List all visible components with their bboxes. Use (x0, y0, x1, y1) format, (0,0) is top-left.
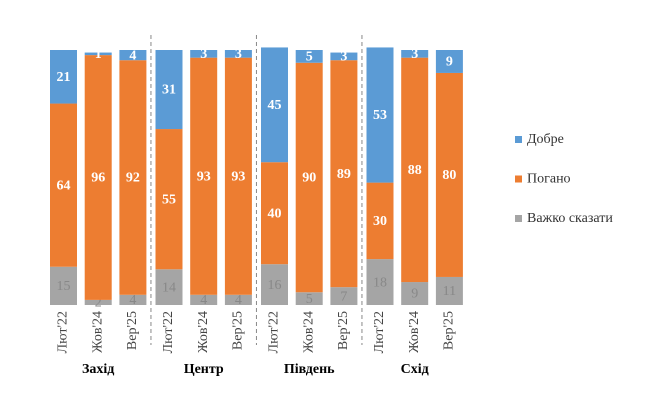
bar-segment (366, 47, 394, 183)
data-label: 4 (235, 293, 242, 308)
legend-label: Важко сказати (527, 211, 613, 226)
data-label: 30 (373, 214, 387, 229)
bar-segment (155, 269, 183, 305)
bar-segment (330, 60, 358, 288)
bar-segment (190, 50, 218, 58)
data-label: 3 (411, 47, 418, 62)
bar-segment (295, 292, 323, 305)
bar-segment (401, 57, 429, 283)
x-tick-label: Вер'25 (231, 311, 246, 350)
group-label: Центр (184, 362, 224, 377)
bar-segment (261, 47, 288, 163)
data-label: 88 (408, 163, 422, 178)
data-label: 96 (91, 171, 105, 186)
x-tick-label: Лют'22 (267, 311, 282, 353)
x-tick-label: Лют'22 (372, 311, 387, 353)
bar-segment (261, 162, 288, 265)
data-label: 92 (126, 171, 140, 186)
bar-segment (366, 182, 394, 260)
x-tick-label: Жов'24 (90, 311, 105, 353)
data-label: 64 (57, 178, 71, 193)
data-label: 15 (57, 279, 71, 294)
data-label: 3 (340, 50, 347, 65)
data-label: 4 (200, 293, 207, 308)
bar-segment (50, 266, 77, 305)
data-label: 31 (162, 83, 176, 98)
data-label: 21 (57, 70, 71, 85)
bar-segment (435, 72, 463, 277)
legend-swatch (515, 136, 522, 143)
data-label: 89 (337, 167, 351, 182)
x-tick-label: Лют'22 (161, 311, 176, 353)
bar-segment (224, 294, 252, 305)
data-label: 9 (446, 55, 453, 70)
data-label: 4 (129, 293, 136, 308)
data-label: 45 (268, 98, 282, 113)
data-label: 2 (95, 296, 102, 311)
bar-segment (84, 55, 112, 300)
bar-segment (119, 50, 147, 61)
data-label: 18 (373, 275, 387, 290)
bar-segment (224, 57, 252, 295)
bar-segment (224, 50, 252, 58)
group-label: Південь (284, 362, 335, 377)
x-tick-label: Лют'22 (56, 311, 71, 353)
bar-segment (155, 129, 183, 270)
data-label: 1 (95, 47, 102, 62)
data-label: 7 (340, 289, 347, 304)
bar-segment (119, 60, 147, 295)
data-label: 5 (306, 292, 313, 307)
bar-segment (50, 50, 77, 104)
data-label: 93 (197, 169, 211, 184)
bar-segment (295, 62, 323, 293)
bar-segment (261, 264, 288, 305)
group-label: Захід (82, 362, 114, 377)
x-tick-label: Жов'24 (407, 311, 422, 353)
legend-label: Погано (527, 172, 571, 187)
data-label: 4 (129, 48, 136, 63)
bar-segment (190, 294, 218, 305)
data-label: 11 (443, 284, 456, 299)
group-label: Схід (401, 362, 429, 377)
bar-segment (84, 299, 112, 305)
data-label: 5 (306, 50, 313, 65)
data-label: 40 (268, 206, 282, 221)
data-label: 9 (411, 287, 418, 302)
data-label: 93 (231, 169, 245, 184)
bar-segment (401, 282, 429, 305)
bar-segment (435, 276, 463, 305)
data-label: 16 (268, 278, 282, 293)
bar-segment (190, 57, 218, 295)
data-label: 3 (235, 47, 242, 62)
bar-segment (119, 294, 147, 305)
data-label: 90 (302, 171, 316, 186)
x-tick-label: Вер'25 (336, 311, 351, 350)
legend-swatch (515, 175, 522, 183)
bar-segment (155, 50, 183, 130)
bar-segment (366, 259, 394, 305)
data-label: 80 (442, 168, 456, 183)
bar-segment (330, 287, 358, 305)
data-label: 53 (373, 108, 387, 123)
bar-segment (401, 50, 429, 58)
bar-segment (50, 103, 77, 267)
bar-segment (295, 50, 323, 63)
x-tick-label: Жов'24 (196, 311, 211, 353)
legend-swatch (515, 215, 522, 222)
legend-label: Добре (527, 132, 564, 147)
x-tick-label: Вер'25 (125, 311, 140, 350)
data-label: 55 (162, 192, 176, 207)
x-tick-label: Вер'25 (442, 311, 457, 350)
bar-segment (84, 52, 112, 56)
data-label: 3 (200, 47, 207, 62)
data-label: 14 (162, 280, 176, 295)
bar-segment (435, 50, 463, 73)
bar-segment (330, 52, 358, 61)
x-tick-label: Жов'24 (301, 311, 316, 353)
